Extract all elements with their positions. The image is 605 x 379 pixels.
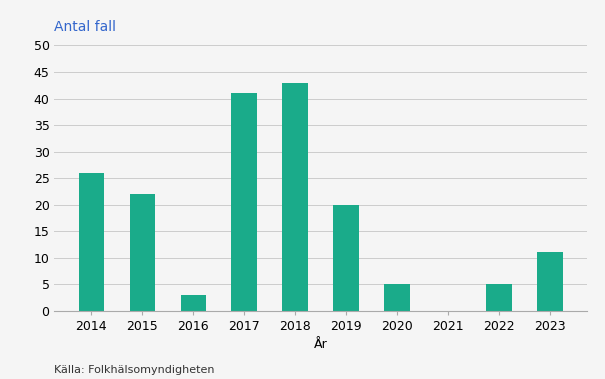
Bar [384,284,410,311]
Bar [232,93,257,311]
Bar [129,194,155,311]
X-axis label: År: År [314,338,327,351]
Bar [283,83,308,311]
Bar [486,284,512,311]
Bar [180,295,206,311]
Bar [333,205,359,311]
Text: Antal fall: Antal fall [54,20,116,34]
Bar [79,173,104,311]
Text: Källa: Folkhälsomyndigheten: Källa: Folkhälsomyndigheten [54,365,215,375]
Bar [537,252,563,311]
